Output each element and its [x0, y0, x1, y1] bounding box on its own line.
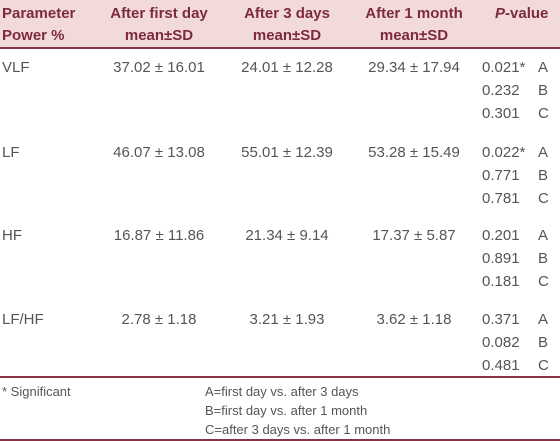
comparison-letter: C [538, 273, 549, 290]
p-value-cell: 0.181 [482, 273, 520, 290]
comparison-letter: C [538, 190, 549, 207]
header-italic: P [495, 5, 506, 22]
comparison-letter: C [538, 105, 549, 122]
value-cell: 37.02 ± 16.01 [113, 59, 205, 76]
comparison-letter: A [538, 144, 549, 161]
p-value-cell: 0.022* [482, 144, 526, 161]
header-cell: mean±SD [379, 27, 449, 44]
header-cell: Parameter [2, 5, 76, 22]
legend-note: A=first day vs. after 3 days [205, 384, 359, 399]
legend-note: C=after 3 days vs. after 1 month [205, 422, 391, 437]
header-rule [0, 47, 560, 49]
parameter-cell: VLF [2, 59, 30, 76]
parameter-cell: HF [2, 227, 22, 244]
comparison-letter: B [538, 250, 549, 267]
header-cell: mean±SD [252, 27, 322, 44]
value-cell: 21.34 ± 9.14 [245, 227, 329, 244]
value-cell: 3.21 ± 1.93 [249, 311, 325, 328]
p-value-cell: 0.232 [482, 82, 520, 99]
value-cell: 29.34 ± 17.94 [368, 59, 460, 76]
body-rule [0, 376, 560, 378]
comparison-letter: B [538, 334, 549, 351]
value-cell: 46.07 ± 13.08 [113, 144, 205, 161]
parameter-cell: LF [2, 144, 20, 161]
comparison-letter: A [538, 311, 549, 328]
comparison-letter: A [538, 59, 549, 76]
header-cell: P-value [495, 5, 548, 23]
header-cell: mean±SD [124, 27, 194, 44]
value-cell: 16.87 ± 11.86 [113, 227, 205, 244]
header-rest: -value [505, 5, 549, 22]
header-cell: After 1 month [365, 5, 463, 22]
value-cell: 3.62 ± 1.18 [376, 311, 452, 328]
comparison-letter: B [538, 167, 549, 184]
p-value-cell: 0.201 [482, 227, 520, 244]
header-cell: After first day [110, 5, 208, 22]
p-value-cell: 0.781 [482, 190, 520, 207]
p-value-cell: 0.371 [482, 311, 520, 328]
legend-note: B=first day vs. after 1 month [205, 403, 368, 418]
footnote: * Significant [2, 384, 71, 399]
header-cell: Power % [2, 27, 65, 44]
value-cell: 55.01 ± 12.39 [241, 144, 333, 161]
p-value-cell: 0.301 [482, 105, 520, 122]
p-value-cell: 0.021* [482, 59, 526, 76]
value-cell: 2.78 ± 1.18 [121, 311, 197, 328]
comparison-letter: A [538, 227, 549, 244]
p-value-cell: 0.481 [482, 357, 520, 374]
comparison-letter: B [538, 82, 549, 99]
value-cell: 53.28 ± 15.49 [368, 144, 460, 161]
parameter-cell: LF/HF [2, 311, 44, 328]
p-value-cell: 0.082 [482, 334, 520, 351]
bottom-rule [0, 439, 560, 441]
value-cell: 24.01 ± 12.28 [241, 59, 333, 76]
p-value-cell: 0.771 [482, 167, 520, 184]
comparison-letter: C [538, 357, 549, 374]
header-cell: After 3 days [244, 5, 330, 22]
p-value-cell: 0.891 [482, 250, 520, 267]
value-cell: 17.37 ± 5.87 [372, 227, 456, 244]
header-background [0, 0, 560, 48]
